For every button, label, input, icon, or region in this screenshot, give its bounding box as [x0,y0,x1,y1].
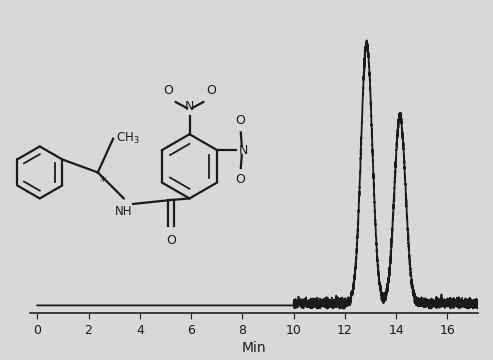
Text: O: O [166,234,176,247]
Text: O: O [206,85,216,98]
Text: N: N [239,144,248,157]
X-axis label: Min: Min [242,341,266,355]
Text: O: O [235,114,245,127]
Text: O: O [163,85,173,98]
Text: NH: NH [115,204,133,217]
Text: O: O [235,173,245,186]
Text: N: N [185,100,194,113]
Text: *: * [100,175,106,189]
Text: CH$_3$: CH$_3$ [115,131,139,146]
